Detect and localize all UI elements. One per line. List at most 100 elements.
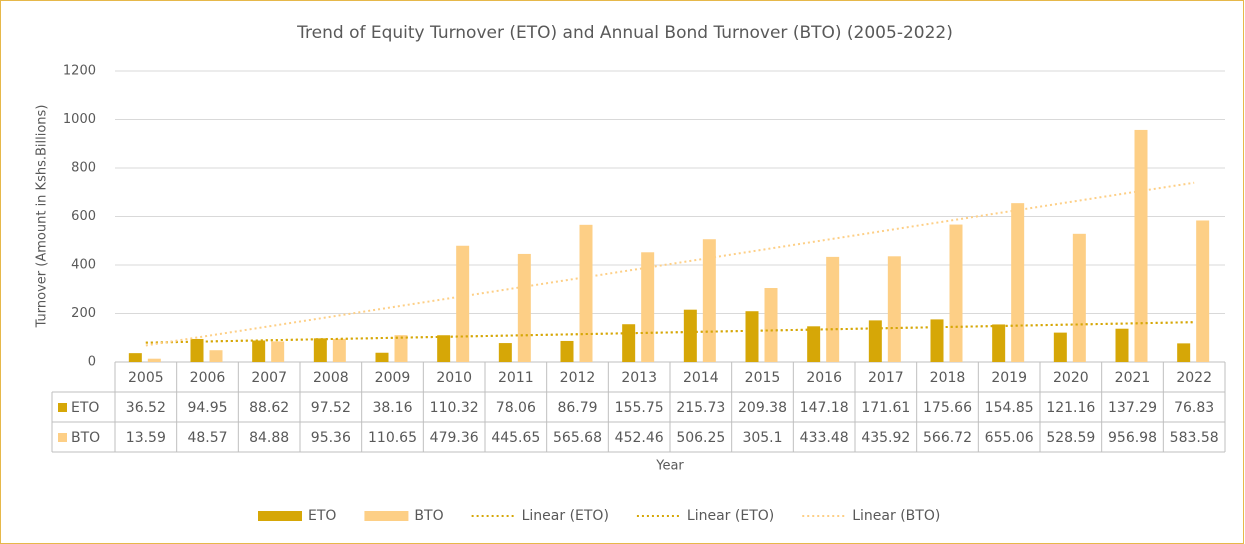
table-value: 110.32 bbox=[430, 400, 479, 416]
table-value: 565.68 bbox=[553, 430, 602, 446]
bar bbox=[1072, 233, 1086, 362]
bar bbox=[252, 340, 266, 362]
bar bbox=[764, 288, 778, 362]
table-value: 566.72 bbox=[923, 430, 972, 446]
bar bbox=[456, 245, 470, 362]
bar bbox=[579, 224, 593, 362]
x-tick-label: 2020 bbox=[1053, 370, 1089, 386]
bar bbox=[560, 340, 574, 362]
table-value: 445.65 bbox=[491, 430, 540, 446]
bar bbox=[1115, 328, 1129, 362]
table-series-name: ETO bbox=[71, 400, 99, 416]
y-tick-label: 200 bbox=[71, 306, 96, 321]
legend-key bbox=[364, 511, 409, 521]
table-value: 86.79 bbox=[557, 400, 597, 416]
bar bbox=[683, 309, 697, 362]
legend-label: ETO bbox=[308, 508, 336, 524]
x-tick-label: 2019 bbox=[991, 370, 1027, 386]
y-tick-label: 600 bbox=[71, 209, 96, 224]
y-tick-label: 400 bbox=[71, 258, 96, 273]
y-tick-label: 1200 bbox=[63, 64, 96, 79]
bar bbox=[498, 343, 512, 362]
table-value: 95.36 bbox=[311, 430, 351, 446]
bar bbox=[1177, 343, 1191, 362]
bar bbox=[1134, 129, 1148, 362]
bar bbox=[128, 353, 142, 362]
table-value: 305.1 bbox=[742, 430, 782, 446]
x-tick-label: 2007 bbox=[251, 370, 287, 386]
table-value: 13.59 bbox=[126, 430, 166, 446]
table-value: 36.52 bbox=[126, 400, 166, 416]
x-tick-label: 2011 bbox=[498, 370, 534, 386]
x-tick-label: 2021 bbox=[1115, 370, 1151, 386]
y-tick-label: 1000 bbox=[63, 112, 96, 127]
bar bbox=[807, 326, 821, 362]
legend-label: Linear (ETO) bbox=[687, 508, 774, 524]
bar bbox=[394, 335, 408, 362]
x-tick-label: 2009 bbox=[375, 370, 411, 386]
table-value: 155.75 bbox=[615, 400, 664, 416]
x-tick-label: 2018 bbox=[930, 370, 966, 386]
legend-key bbox=[258, 511, 302, 521]
y-tick-label: 800 bbox=[71, 161, 96, 176]
x-tick-label: 2013 bbox=[621, 370, 657, 386]
table-legend-key bbox=[58, 433, 67, 442]
legend-label: Linear (BTO) bbox=[852, 508, 940, 524]
legend-label: BTO bbox=[414, 508, 443, 524]
table-legend-key bbox=[58, 403, 67, 412]
table-value: 78.06 bbox=[496, 400, 536, 416]
table-value: 76.83 bbox=[1174, 400, 1214, 416]
chart-title: Trend of Equity Turnover (ETO) and Annua… bbox=[296, 23, 953, 43]
bar bbox=[437, 335, 451, 362]
table-value: 88.62 bbox=[249, 400, 289, 416]
table-value: 479.36 bbox=[430, 430, 479, 446]
bar bbox=[1053, 332, 1067, 362]
bar bbox=[868, 320, 882, 362]
x-tick-label: 2012 bbox=[560, 370, 596, 386]
table-value: 137.29 bbox=[1108, 400, 1157, 416]
table-value: 583.58 bbox=[1170, 430, 1219, 446]
bar bbox=[641, 252, 655, 362]
bar bbox=[1011, 203, 1025, 362]
y-tick-label: 0 bbox=[88, 355, 96, 370]
table-value: 528.59 bbox=[1046, 430, 1095, 446]
table-value: 175.66 bbox=[923, 400, 972, 416]
bar bbox=[826, 256, 840, 362]
bar bbox=[622, 324, 636, 362]
table-value: 147.18 bbox=[800, 400, 849, 416]
bar bbox=[190, 338, 204, 362]
table-value: 84.88 bbox=[249, 430, 289, 446]
bar bbox=[332, 338, 346, 362]
x-tick-label: 2015 bbox=[745, 370, 781, 386]
table-value: 452.46 bbox=[615, 430, 664, 446]
bar bbox=[375, 352, 389, 362]
bar bbox=[930, 319, 944, 362]
table-value: 435.92 bbox=[861, 430, 910, 446]
table-value: 506.25 bbox=[676, 430, 725, 446]
bar bbox=[887, 256, 901, 362]
table-value: 94.95 bbox=[187, 400, 227, 416]
table-value: 110.65 bbox=[368, 430, 417, 446]
bar bbox=[949, 224, 963, 362]
table-value: 154.85 bbox=[985, 400, 1034, 416]
bar bbox=[271, 341, 285, 362]
table-value: 956.98 bbox=[1108, 430, 1157, 446]
table-value: 655.06 bbox=[985, 430, 1034, 446]
table-value: 38.16 bbox=[372, 400, 412, 416]
bar bbox=[147, 358, 161, 362]
table-value: 215.73 bbox=[676, 400, 725, 416]
bar bbox=[517, 253, 531, 362]
x-tick-label: 2006 bbox=[190, 370, 226, 386]
table-value: 433.48 bbox=[800, 430, 849, 446]
bar bbox=[745, 311, 759, 362]
x-tick-label: 2005 bbox=[128, 370, 164, 386]
x-tick-label: 2022 bbox=[1176, 370, 1212, 386]
y-axis-label: Turnover (Amount in Kshs.Billions) bbox=[35, 105, 50, 329]
x-tick-label: 2008 bbox=[313, 370, 349, 386]
trendline bbox=[145, 181, 1195, 347]
x-tick-label: 2010 bbox=[436, 370, 472, 386]
x-tick-label: 2017 bbox=[868, 370, 904, 386]
table-value: 121.16 bbox=[1046, 400, 1095, 416]
table-series-name: BTO bbox=[71, 430, 100, 446]
